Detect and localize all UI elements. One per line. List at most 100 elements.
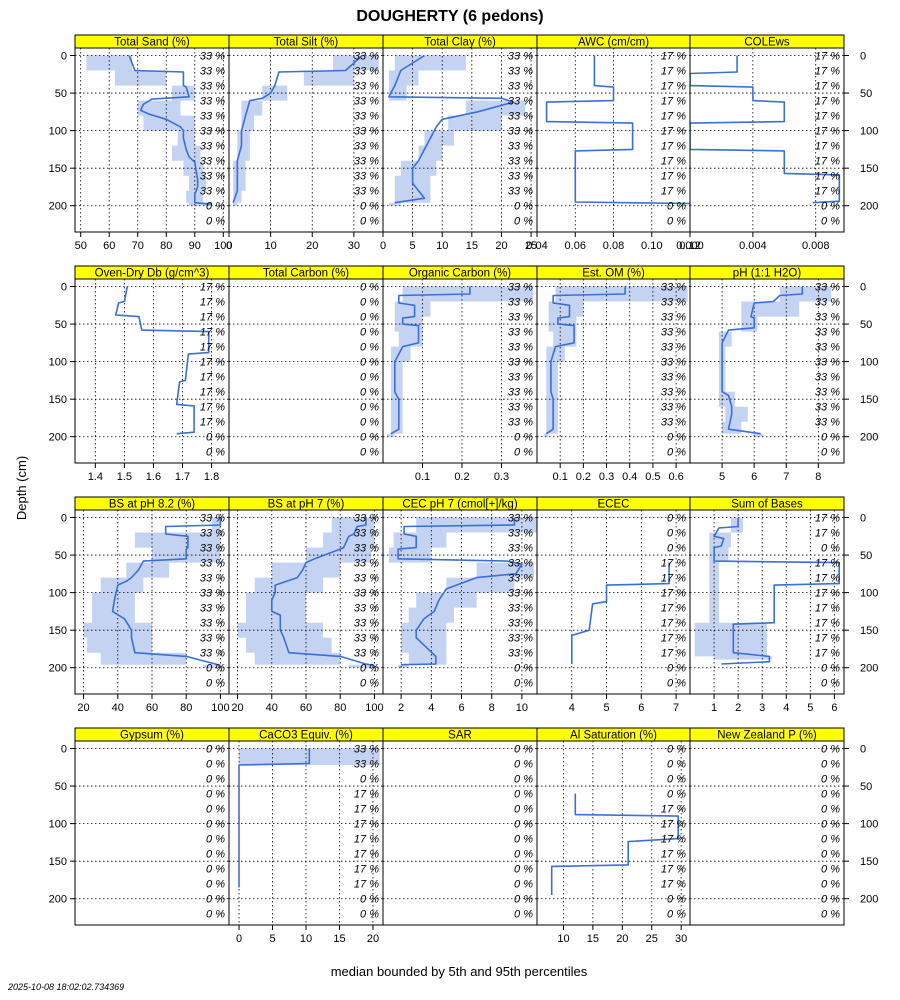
x-tick-label: 6 (751, 471, 757, 483)
pct-label: 33 % (508, 156, 533, 168)
median-line (721, 286, 804, 435)
pct-label: 33 % (508, 51, 533, 63)
pct-label: 17 % (815, 513, 840, 525)
pct-label: 0 % (360, 342, 379, 354)
panel-strip-label: COLEws (744, 37, 790, 49)
x-tick-label: 4 (428, 702, 434, 714)
median-line (570, 562, 670, 664)
panel-strip-label: pH (1:1 H2O) (733, 268, 802, 280)
y-tick-label-left: 0 (61, 282, 67, 294)
pct-label: 17 % (200, 282, 225, 294)
pct-label: 33 % (200, 51, 225, 63)
y-tick-label-left: 0 (61, 513, 67, 525)
y-tick-label-right: 150 (860, 163, 878, 175)
pct-label: 33 % (200, 171, 225, 183)
pct-label: 33 % (354, 603, 379, 615)
x-tick-label: 25 (646, 933, 658, 945)
median-line (390, 286, 471, 435)
pct-label: 33 % (354, 186, 379, 198)
pct-label: 0 % (360, 216, 379, 228)
pct-label: 33 % (508, 141, 533, 153)
x-tick-label: 30 (348, 240, 360, 252)
pct-label: 33 % (354, 744, 379, 756)
pct-label: 17 % (661, 804, 686, 816)
x-tick-label: 50 (75, 240, 87, 252)
pct-label: 33 % (508, 171, 533, 183)
pct-label: 33 % (200, 66, 225, 78)
x-tick-label: 7 (673, 702, 679, 714)
x-tick-label: 20 (306, 240, 318, 252)
pct-label: 33 % (661, 327, 686, 339)
panel-19: Al Saturation (%) 0 % 0 % 0 % 0 % 17 % 17 % 17 … (536, 727, 691, 945)
panel-5: COLEws 17 % 17 % 17 % 17 % 17 % 17 % 17 % 17 % 17… (676, 34, 845, 252)
pct-label: 33 % (661, 357, 686, 369)
pct-label: 33 % (508, 603, 533, 615)
pct-label: 0 % (821, 834, 840, 846)
pct-label: 0 % (667, 744, 686, 756)
pct-label: 0 % (821, 804, 840, 816)
x-tick-label: 10 (557, 933, 569, 945)
pct-label: 0 % (514, 834, 533, 846)
panel-16: Gypsum (%) 0 % 0 % 0 % 0 % 0 % 0 % 0 % 0 % 0 % 0 %… (74, 727, 230, 926)
pct-label: 33 % (354, 141, 379, 153)
pct-label: 0 % (360, 312, 379, 324)
y-tick-label-right: 0 (860, 51, 866, 63)
pct-label: 33 % (200, 588, 225, 600)
y-tick-label-right: 200 (860, 432, 878, 444)
pct-label: 0 % (667, 201, 686, 213)
pct-label: 0 % (206, 216, 225, 228)
median-line (114, 286, 210, 435)
x-tick-label: 15 (333, 933, 345, 945)
pct-label: 17 % (661, 879, 686, 891)
pct-label: 0 % (360, 297, 379, 309)
x-tick-label: 5 (807, 702, 813, 714)
pct-label: 0 % (514, 759, 533, 771)
pct-label: 0 % (514, 201, 533, 213)
y-tick-label-left: 150 (49, 625, 67, 637)
pct-label: 33 % (508, 528, 533, 540)
pct-label: 0 % (206, 909, 225, 921)
x-tick-label: 0.04 (526, 240, 547, 252)
pct-label: 0 % (206, 744, 225, 756)
x-tick-label: 100 (211, 702, 229, 714)
pct-label: 17 % (661, 573, 686, 585)
pct-label: 17 % (815, 126, 840, 138)
pct-label: 33 % (815, 387, 840, 399)
y-tick-label-left: 200 (49, 663, 67, 675)
x-tick-label: 100 (214, 240, 232, 252)
pct-label: 0 % (667, 663, 686, 675)
pct-label: 0 % (514, 678, 533, 690)
pct-label: 33 % (815, 312, 840, 324)
panel-20: New Zealand P (%) 0 % 0 % 0 % 0 % 0 % 0 % 0 % 0 … (689, 727, 845, 926)
x-tick-label: 0.008 (802, 240, 830, 252)
y-tick-label-right: 150 (860, 625, 878, 637)
pct-label: 33 % (354, 543, 379, 555)
pct-label: 17 % (200, 327, 225, 339)
pct-label: 0 % (206, 447, 225, 459)
panel-strip-label: New Zealand P (%) (717, 730, 817, 742)
pct-label: 0 % (360, 327, 379, 339)
median-line (550, 793, 680, 895)
pct-label: 17 % (661, 603, 686, 615)
pct-label: 33 % (508, 81, 533, 93)
pct-label: 33 % (508, 573, 533, 585)
pct-label: 0 % (514, 663, 533, 675)
pct-label: 33 % (354, 558, 379, 570)
timestamp: 2025-10-08 18:02:02.734369 (7, 982, 124, 992)
panel-17: CaCO3 Equiv. (%)33 %33 %0 %17 %17 %17 %1… (228, 727, 384, 945)
x-tick-label: 5 (269, 933, 275, 945)
pct-label: 33 % (508, 372, 533, 384)
y-tick-label-right: 150 (860, 856, 878, 868)
panel-strip-label: Total Carbon (%) (263, 268, 349, 280)
x-tick-label: 1.6 (146, 471, 161, 483)
pct-label: 0 % (514, 879, 533, 891)
x-tick-label: 0.004 (739, 240, 767, 252)
y-tick-label-right: 100 (860, 357, 878, 369)
pct-label: 33 % (354, 171, 379, 183)
x-tick-label: 4 (783, 702, 789, 714)
y-tick-label-right: 100 (860, 819, 878, 831)
panel-13: CEC pH 7 (cmol[+]/kg) 33 % 33 % 33 % 33 % 33 … (382, 496, 538, 714)
chart-title: DOUGHERTY (6 pedons) (356, 8, 543, 25)
pct-label: 0 % (360, 417, 379, 429)
